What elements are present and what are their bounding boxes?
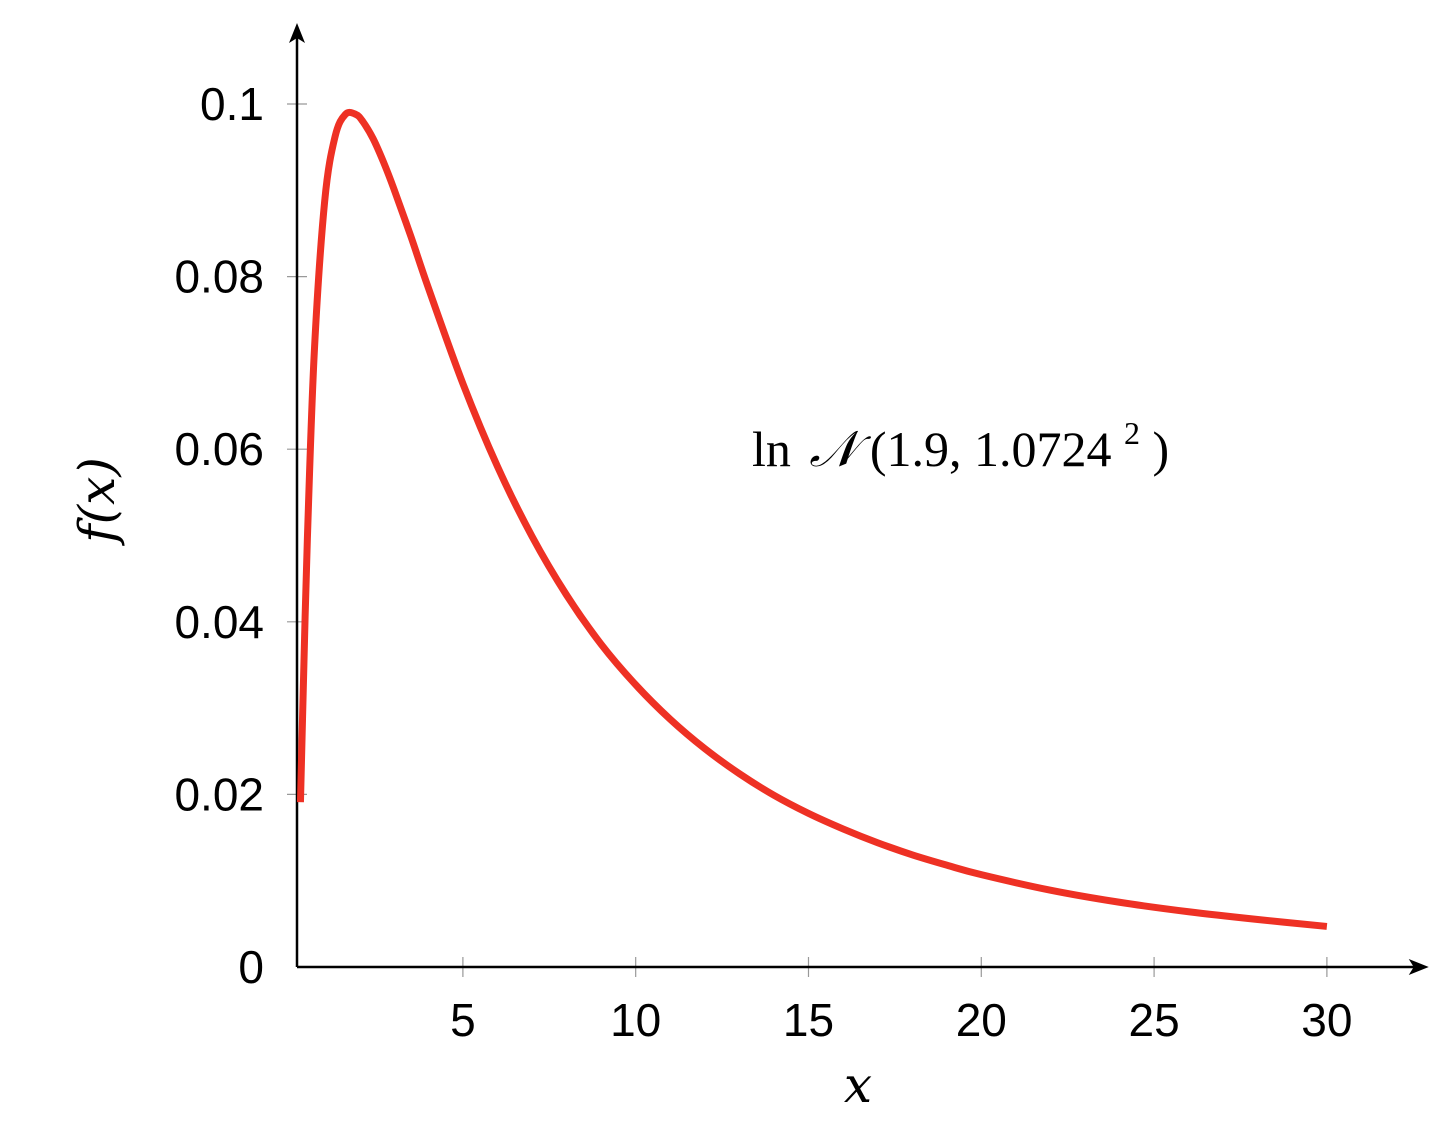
- x-tick-label: 5: [450, 994, 476, 1046]
- y-tick-label: 0.1: [200, 78, 264, 130]
- y-tick-label: 0.02: [174, 768, 264, 820]
- annotation-normal-symbol: 𝒩: [809, 420, 871, 478]
- x-tick-label: 25: [1129, 994, 1180, 1046]
- x-tick-label: 15: [783, 994, 834, 1046]
- axes-layer: [289, 22, 1429, 975]
- annotation-superscript: 2: [1124, 415, 1140, 451]
- x-tick-label: 10: [610, 994, 661, 1046]
- y-tick-label: 0.08: [174, 251, 264, 303]
- y-axis-arrowhead: [289, 22, 305, 43]
- series-layer: [296, 108, 1328, 930]
- y-tick-label: 0.06: [174, 423, 264, 475]
- pdf-curve: [296, 108, 1328, 930]
- ticks-layer: 5 10 15 20 25 30 0 0.02 0.04 0.06 0.08 0.1: [174, 78, 1352, 1046]
- x-tick-label: 20: [956, 994, 1007, 1046]
- x-axis-arrowhead: [1408, 959, 1429, 975]
- x-axis-label: x: [844, 1056, 872, 1114]
- y-axis-label: f(x): [68, 457, 126, 547]
- annotation-ln: ln: [752, 421, 791, 477]
- y-tick-label: 0.04: [174, 596, 264, 648]
- annotation-args: (1.9, 1.0724: [870, 421, 1112, 477]
- y-tick-label: 0: [238, 941, 264, 993]
- x-tick-label: 30: [1301, 994, 1352, 1046]
- distribution-annotation: ln 𝒩 (1.9, 1.0724 2 ): [752, 399, 1169, 478]
- annotation-close: ): [1152, 421, 1169, 477]
